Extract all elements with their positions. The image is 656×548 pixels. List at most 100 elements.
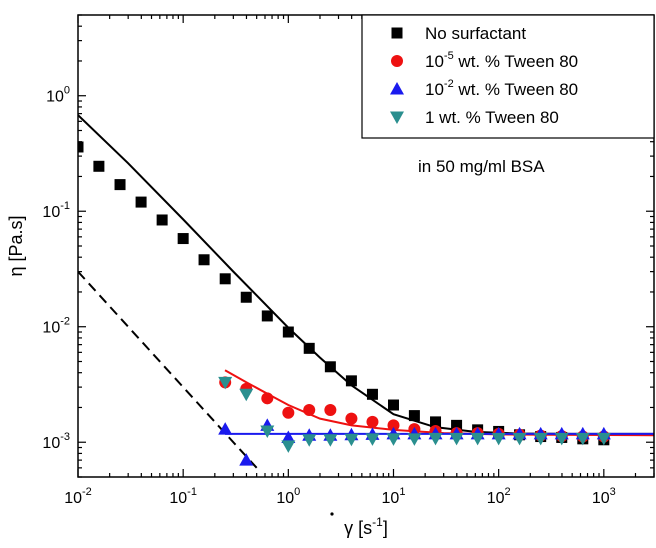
series-4-point-11 <box>428 432 443 446</box>
x-tick-label-exp: 3 <box>610 486 616 498</box>
x-axis-label-dot <box>330 512 334 516</box>
x-axis-label-open: [s <box>353 518 372 538</box>
series-1-point-1 <box>78 141 84 153</box>
series-3-point-2 <box>239 453 254 466</box>
x-tick-label-base: 10 <box>382 490 400 507</box>
series-4-point-14 <box>491 432 506 446</box>
x-axis-label-sup: -1 <box>372 515 383 529</box>
legend-box <box>361 14 655 139</box>
x-tick-label: 10-1 <box>169 486 197 507</box>
legend-marker-2 <box>391 55 403 67</box>
x-tick-label-exp: 2 <box>504 486 510 498</box>
x-axis-label-symbol: γ <box>344 518 353 538</box>
series-4-point-18 <box>575 432 590 446</box>
series-1-point-5 <box>156 214 168 226</box>
series-4 <box>218 376 611 453</box>
series-1-point-2 <box>93 160 105 172</box>
legend-label-4: 1 wt. % Tween 80 <box>425 108 559 127</box>
series-1-point-18 <box>430 416 442 428</box>
legend-label-3: 10-2 wt. % Tween 80 <box>425 78 578 99</box>
x-tick-label-exp: -2 <box>82 486 92 498</box>
x-tick-label-exp: 1 <box>399 486 405 498</box>
series-3-point-1 <box>218 422 233 435</box>
series-4-point-17 <box>554 432 569 446</box>
series-2-point-6 <box>324 404 337 417</box>
x-tick-label-exp: 0 <box>294 486 300 498</box>
legend-label-exp: -2 <box>444 78 454 90</box>
x-tick-label: 100 <box>276 486 300 507</box>
y-tick-label-base: 10 <box>42 320 60 337</box>
series-4-point-8 <box>365 433 380 446</box>
y-tick-label: 100 <box>46 85 70 106</box>
series-2-point-8 <box>366 415 379 428</box>
x-tick-label: 10-2 <box>64 486 92 507</box>
legend-marker-3 <box>390 82 404 95</box>
legend-label-exp: -5 <box>444 50 454 62</box>
y-tick-label: 10-3 <box>42 431 70 452</box>
x-axis-label: γ [s-1] <box>344 515 388 538</box>
x-tick-label-base: 10 <box>592 490 610 507</box>
series-1-point-9 <box>240 291 252 303</box>
x-tick-label-base: 10 <box>276 490 294 507</box>
x-tick-label-base: 10 <box>64 490 82 507</box>
y-tick-label-exp: -2 <box>60 316 70 328</box>
series-2-point-4 <box>282 406 295 419</box>
series-1-point-3 <box>114 179 126 191</box>
y-tick-label-base: 10 <box>42 435 60 452</box>
series-4-point-19 <box>596 432 611 446</box>
series-2-point-7 <box>345 412 358 425</box>
x-tick-label: 103 <box>592 486 616 507</box>
series-1-point-16 <box>387 399 399 411</box>
series-2-point-9 <box>387 419 400 432</box>
series-1-point-17 <box>408 410 420 422</box>
legend-marker-4 <box>390 111 404 124</box>
x-tick-label-exp: -1 <box>187 486 197 498</box>
series-4-point-9 <box>386 433 401 446</box>
y-tick-label-base: 10 <box>46 89 64 106</box>
series-2-point-3 <box>261 392 274 405</box>
series-1-point-7 <box>198 254 210 266</box>
series-1-point-14 <box>345 375 357 387</box>
legend-label-2: 10-5 wt. % Tween 80 <box>425 50 578 71</box>
legend-label-1: No surfactant <box>425 24 526 43</box>
y-tick-label: 10-2 <box>42 316 70 337</box>
y-tick-label-base: 10 <box>42 204 60 221</box>
series-1-point-11 <box>282 326 294 338</box>
legend-label-base: 10 <box>425 80 444 99</box>
series-1-point-8 <box>219 273 231 285</box>
y-tick-label: 10-1 <box>42 200 70 221</box>
series-4-point-5 <box>302 434 317 447</box>
x-tick-label: 102 <box>487 486 511 507</box>
legend-label-base: 10 <box>425 52 444 71</box>
annotation-text: in 50 mg/ml BSA <box>418 157 545 176</box>
series-4-point-15 <box>512 432 527 446</box>
series-3-point-4 <box>281 430 296 443</box>
plot-content <box>78 114 654 469</box>
y-tick-label-exp: 0 <box>64 85 70 97</box>
series-4-point-10 <box>407 433 422 446</box>
series-4-point-4 <box>281 440 296 453</box>
x-axis-label-close: ] <box>383 518 388 538</box>
series-4-point-7 <box>344 433 359 447</box>
series-1-point-10 <box>261 310 273 322</box>
y-tick-label-exp: -1 <box>60 200 70 212</box>
series-1-point-15 <box>366 388 378 400</box>
series-4-point-16 <box>533 432 548 446</box>
series-4-point-2 <box>239 388 254 402</box>
x-tick-label-base: 10 <box>169 490 187 507</box>
series-1-point-4 <box>135 196 147 208</box>
series-2-point-5 <box>303 404 316 417</box>
x-tick-label-base: 10 <box>487 490 505 507</box>
series-4-point-3 <box>260 425 275 439</box>
series-4-point-12 <box>449 432 464 446</box>
series-4-point-6 <box>323 434 338 447</box>
legend-label-rest: wt. % Tween 80 <box>454 80 578 99</box>
series-1-point-6 <box>177 233 189 245</box>
legend-label-rest: wt. % Tween 80 <box>454 52 578 71</box>
series-4-point-1 <box>218 376 233 390</box>
y-tick-label-exp: -3 <box>60 431 70 443</box>
series-1-point-13 <box>324 361 336 373</box>
series-4-point-13 <box>470 432 485 446</box>
